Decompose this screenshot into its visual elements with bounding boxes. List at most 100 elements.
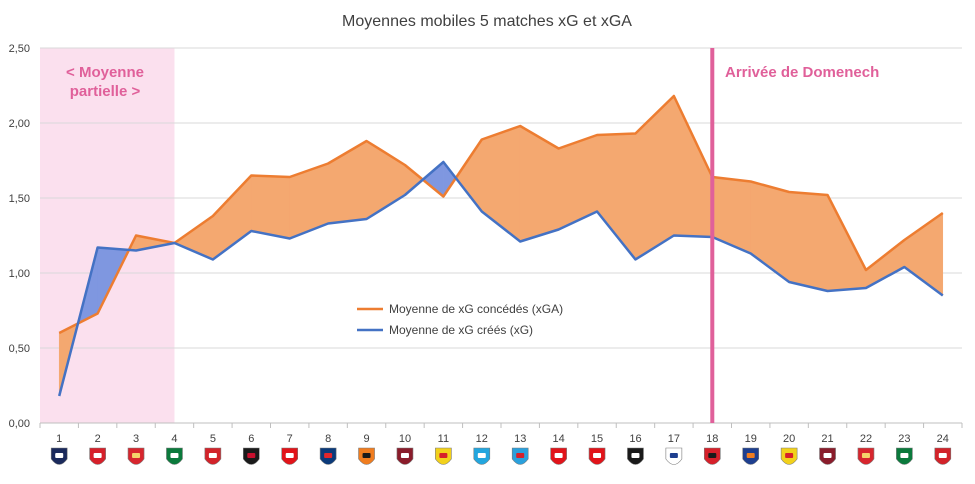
lens-crest-icon [435,447,452,465]
angers-crest-icon [627,447,644,465]
metz-crest-icon [396,447,414,465]
crest-emblem [861,453,870,458]
strasbourg-crest-icon [511,447,529,465]
fill-segment [788,191,828,292]
y-tick-label: 2,00 [9,118,30,130]
x-tick-label: 14 [553,433,565,445]
lens-crest-icon [780,447,798,465]
fill-segment [251,175,290,239]
fill-segment [596,133,636,261]
crest-emblem [324,453,333,458]
reims-crest-icon [588,447,606,465]
x-tick-label: 22 [860,433,872,445]
crest-emblem [708,453,717,458]
y-tick-label: 2,50 [9,43,30,55]
crest-emblem [170,453,179,458]
y-tick-label: 1,50 [9,193,30,205]
lyon-crest-icon [665,447,683,465]
x-tick-label: 10 [399,433,411,445]
crest-emblem [55,453,64,458]
fill-segment [519,125,559,242]
marseille-crest-icon [473,447,491,465]
crest-emblem [477,453,486,458]
xga-series-line [58,94,944,335]
nice-crest-icon [242,447,260,465]
x-tick-label: 7 [287,433,293,445]
y-tick-label: 1,00 [9,268,30,280]
crest-emblem [669,453,678,458]
crest-emblem [554,453,563,458]
psg-crest-icon [319,447,337,465]
fill-segment [481,125,521,243]
xg-series-line [57,160,944,397]
crest-emblem [900,453,909,458]
gridlines [39,47,963,428]
partial-average-label-line: partielle > [70,83,141,100]
fill-segment [635,95,675,260]
crest-emblem [362,453,371,458]
crest-emblem [593,453,602,458]
monaco-crest-icon [857,447,875,465]
crest-emblem [439,453,448,458]
lille-crest-icon [934,447,952,465]
lille-crest-icon [204,447,222,465]
lorient-crest-icon [358,447,375,465]
nimes-crest-icon [89,447,106,465]
legend-label: Moyenne de xG concédés (xGA) [389,302,563,316]
crest-emblem [746,453,755,458]
x-tick-label: 5 [210,433,216,445]
fill-segment [712,176,751,254]
domenech-label: Arrivée de Domenech [725,64,879,81]
x-tick-label: 24 [937,433,949,445]
crest-emblem [247,453,256,458]
bordeaux-crest-icon [50,447,68,465]
x-tick-label: 3 [133,433,139,445]
y-axis-ticks: 0,00 0,50 1,00 1,50 2,00 2,50 [9,43,30,430]
x-tick-label: 15 [591,433,603,445]
legend-label: Moyenne de xG créés (xG) [389,323,533,337]
partial-average-label: < Moyenne partielle > [66,64,144,100]
area-between-series [58,95,944,397]
brest-crest-icon [281,447,299,465]
crest-emblem [631,453,640,458]
dijon-crest-icon [550,447,567,465]
crest-emblem [93,453,102,458]
montpellier-crest-icon [742,447,760,465]
legend: Moyenne de xG concédés (xGA) Moyenne de x… [357,302,563,337]
y-tick-label: 0,50 [9,343,30,355]
x-tick-label: 18 [706,433,718,445]
fill-segment [404,164,424,196]
crest-emblem [516,453,525,458]
crest-emblem [785,453,794,458]
crest-emblem [938,453,947,458]
series-lines [57,94,944,397]
y-tick-label: 0,00 [9,418,30,430]
x-tick-label: 23 [898,433,910,445]
fill-segment [212,174,252,260]
fill-segment [827,194,867,292]
x-tick-label: 19 [745,433,757,445]
x-tick-label: 20 [783,433,795,445]
fill-segment [455,138,483,213]
x-tick-label: 16 [629,433,641,445]
x-tick-label: 11 [438,433,449,445]
x-tick-label: 21 [821,433,833,445]
crest-emblem [132,453,141,458]
monaco-crest-icon [127,447,145,465]
team-crests [50,447,952,465]
x-tick-label: 2 [95,433,101,445]
x-axis-ticks: 1 2 3 4 5 6 7 8 9 10 11 12 13 14 15 16 17 18 19 20 21 22 23 24 [56,433,949,445]
rennes-crest-icon [703,447,721,465]
chart-title: Moyennes mobiles 5 matches xG et xGA [342,13,632,30]
saint-etienne-crest-icon [166,447,183,465]
metz-crest-icon [819,447,836,465]
crest-emblem [285,453,294,458]
x-tick-label: 17 [668,433,680,445]
x-tick-label: 9 [363,433,369,445]
x-tick-label: 13 [514,433,526,445]
annotations: < Moyenne partielle > Arrivée de Domenech [66,64,879,100]
x-tick-label: 1 [56,433,62,445]
x-tick-label: 6 [248,433,254,445]
crest-emblem [823,453,832,458]
